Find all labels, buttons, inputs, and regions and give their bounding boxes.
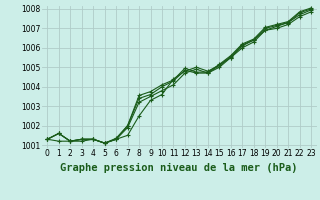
X-axis label: Graphe pression niveau de la mer (hPa): Graphe pression niveau de la mer (hPa) (60, 163, 298, 173)
